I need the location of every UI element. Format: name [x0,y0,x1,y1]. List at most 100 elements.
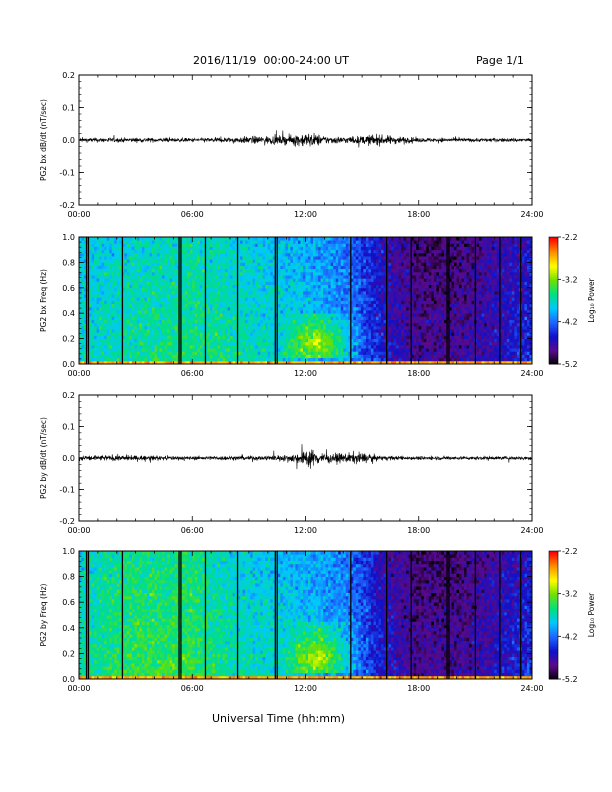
spectrogram-cell [237,335,241,339]
spectrogram-cell [144,281,148,286]
spectrogram-cell [338,341,342,346]
spectrogram-cell [99,240,103,244]
spectrogram-cell [302,271,306,276]
spectrogram-cell [295,252,299,257]
spectrogram-cell [197,262,201,266]
spectrogram-cell [355,237,359,241]
spectrogram-cell [381,348,384,352]
spectrogram-cell [134,313,138,317]
spectrogram-cell [360,271,364,276]
spectrogram-cell [232,316,236,320]
spectrogram-cell [199,325,203,330]
spectrogram-cell [242,240,246,244]
spectrogram-cell [162,357,165,362]
spectrogram-cell [129,284,133,289]
spectrogram-cell [265,360,269,365]
spectrogram-cell [328,360,332,365]
spectrogram-cell [240,300,243,305]
spectrogram-cell [350,240,354,244]
spectrogram-cell [300,360,304,365]
spectrogram-cell [247,310,251,314]
spectrogram-cell [84,243,87,247]
spectrogram-cell [295,278,299,282]
spectrogram-cell [126,316,130,320]
spectrogram-cell [224,316,228,320]
spectrogram-cell [104,284,108,289]
spectrogram-cell [235,240,238,244]
spectrogram-cell [151,319,155,324]
spectrogram-cell [287,243,291,247]
spectrogram-cell [305,237,309,241]
spectrogram-cell [172,271,176,276]
spectrogram-cell [149,243,153,247]
spectrogram-cell [212,252,216,257]
spectrogram-cell [129,348,133,352]
spectrogram-cell [214,256,218,260]
spectrogram-cell [287,271,291,276]
spectrogram-cell [300,281,304,286]
spectrogram-cell [129,300,133,305]
spectrogram-cell [197,252,201,257]
spectrogram-cell [194,294,198,298]
spectrogram-cell [194,287,198,292]
spectrogram-cell [363,290,367,295]
spectrogram-cell [378,252,382,257]
spectrogram-cell [227,287,231,292]
spectrogram-cell [197,325,201,330]
spectrogram-cell [134,310,138,314]
spectrogram-cell [104,249,108,254]
spectrogram-cell [328,256,332,260]
spectrogram-cell [295,335,299,339]
spectrogram-cell [131,325,135,330]
spectrogram-cell [247,303,251,308]
spectrogram-cell [325,249,329,254]
spectrogram-cell [280,306,284,311]
spectrogram-cell [89,275,92,279]
spectrogram-cell [222,357,226,362]
spectrogram-cell [333,287,337,292]
y-tick-label: -0.2 [59,201,75,210]
spectrogram-cell [277,240,281,244]
spectrogram-cell [235,357,238,362]
spectrogram-cell [119,271,123,276]
spectrogram-cell [237,338,241,343]
spectrogram-cell [111,303,115,308]
spectrogram-cell [257,290,261,295]
spectrogram-cell [219,360,223,365]
spectrogram-cell [265,243,269,247]
spectrogram-cell [315,313,319,317]
spectrogram-cell [282,325,286,330]
spectrogram-cell [353,256,357,260]
spectrogram-cell [325,297,329,301]
spectrogram-cell [194,271,198,276]
spectrogram-cell [230,297,233,301]
spectrogram-cell [240,316,243,320]
spectrogram-cell [310,284,314,289]
spectrogram-cell [199,329,203,333]
spectrogram-cell [111,256,115,260]
spectrogram-cell [187,332,191,336]
spectrogram-cell [373,262,377,266]
spectrogram-cell [232,284,236,289]
spectrogram-cell [330,268,334,273]
spectrogram-cell [194,284,198,289]
spectrogram-cell [182,348,186,352]
spectrogram-cell [252,338,256,343]
spectrogram-cell [338,243,342,247]
spectrogram-cell [302,237,306,241]
spectrogram-cell [360,348,364,352]
spectrogram-cell [149,290,153,295]
spectrogram-cell [219,332,223,336]
spectrogram-cell [109,348,113,352]
spectrogram-cell [114,325,118,330]
spectrogram-cell [360,354,364,359]
spectrogram-cell [355,278,359,282]
spectrogram-cell [245,306,249,311]
spectrogram-cell [131,249,135,254]
spectrogram-cell [240,341,243,346]
spectrogram-cell [363,249,367,254]
spectrogram-cell [262,341,266,346]
spectrogram-cell [222,249,226,254]
spectrogram-cell [325,265,329,270]
spectrogram-cell [378,360,382,365]
